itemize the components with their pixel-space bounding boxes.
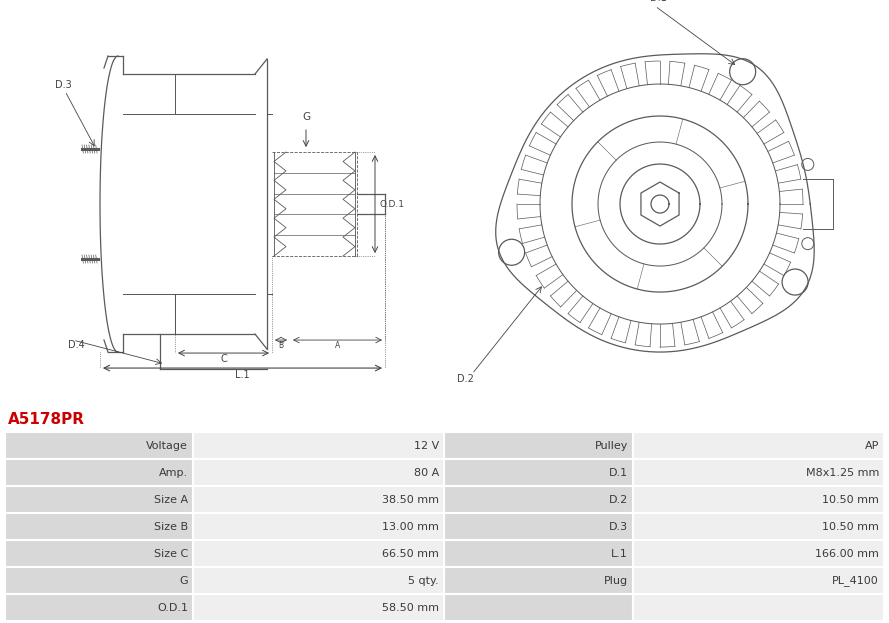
- Bar: [633, 594, 884, 621]
- Bar: [633, 567, 884, 594]
- Text: 5 qty.: 5 qty.: [408, 576, 439, 586]
- Text: D.2: D.2: [457, 374, 474, 384]
- Bar: [193, 594, 444, 621]
- Bar: [193, 432, 444, 459]
- Bar: [193, 567, 444, 594]
- Text: 38.50 mm: 38.50 mm: [382, 495, 439, 505]
- Text: L.1: L.1: [611, 548, 628, 559]
- Text: Size B: Size B: [154, 521, 188, 531]
- Bar: [444, 594, 633, 621]
- Text: 10.50 mm: 10.50 mm: [822, 495, 879, 505]
- Bar: [5, 486, 193, 513]
- Text: 80 A: 80 A: [413, 467, 439, 478]
- Bar: [633, 459, 884, 486]
- Bar: [5, 567, 193, 594]
- Bar: [5, 513, 193, 540]
- Bar: [193, 459, 444, 486]
- Text: Plug: Plug: [604, 576, 628, 586]
- Bar: [444, 486, 633, 513]
- Text: B: B: [278, 341, 284, 350]
- Text: 12 V: 12 V: [413, 440, 439, 450]
- Bar: [444, 567, 633, 594]
- Text: Size C: Size C: [154, 548, 188, 559]
- Text: Voltage: Voltage: [146, 440, 188, 450]
- Bar: [444, 513, 633, 540]
- Text: A: A: [335, 341, 340, 350]
- Bar: [444, 432, 633, 459]
- Text: 13.00 mm: 13.00 mm: [382, 521, 439, 531]
- Bar: [633, 540, 884, 567]
- Text: O.D.1: O.D.1: [379, 199, 404, 209]
- Text: PL_4100: PL_4100: [832, 575, 879, 586]
- Bar: [193, 486, 444, 513]
- Bar: [5, 459, 193, 486]
- Bar: [633, 513, 884, 540]
- Text: Amp.: Amp.: [159, 467, 188, 478]
- Text: M8x1.25 mm: M8x1.25 mm: [805, 467, 879, 478]
- Text: D.1: D.1: [650, 0, 667, 3]
- Bar: [444, 540, 633, 567]
- Text: 10.50 mm: 10.50 mm: [822, 521, 879, 531]
- Text: D.2: D.2: [609, 495, 628, 505]
- Bar: [5, 432, 193, 459]
- Bar: [5, 594, 193, 621]
- Text: G: G: [180, 576, 188, 586]
- Text: A5178PR: A5178PR: [8, 412, 85, 427]
- Text: Pulley: Pulley: [595, 440, 628, 450]
- Text: D.3: D.3: [55, 80, 72, 90]
- Text: D.4: D.4: [68, 340, 84, 350]
- Text: 66.50 mm: 66.50 mm: [382, 548, 439, 559]
- Text: D.3: D.3: [609, 521, 628, 531]
- Text: C: C: [220, 354, 227, 364]
- Text: L.1: L.1: [236, 370, 250, 380]
- Text: O.D.1: O.D.1: [157, 602, 188, 612]
- Bar: [444, 459, 633, 486]
- Bar: [5, 540, 193, 567]
- Text: Size A: Size A: [154, 495, 188, 505]
- Text: 58.50 mm: 58.50 mm: [382, 602, 439, 612]
- Text: G: G: [302, 112, 310, 122]
- Bar: [633, 432, 884, 459]
- Text: D.1: D.1: [609, 467, 628, 478]
- Bar: [193, 540, 444, 567]
- Bar: [193, 513, 444, 540]
- Text: 166.00 mm: 166.00 mm: [815, 548, 879, 559]
- Bar: [633, 486, 884, 513]
- Text: AP: AP: [865, 440, 879, 450]
